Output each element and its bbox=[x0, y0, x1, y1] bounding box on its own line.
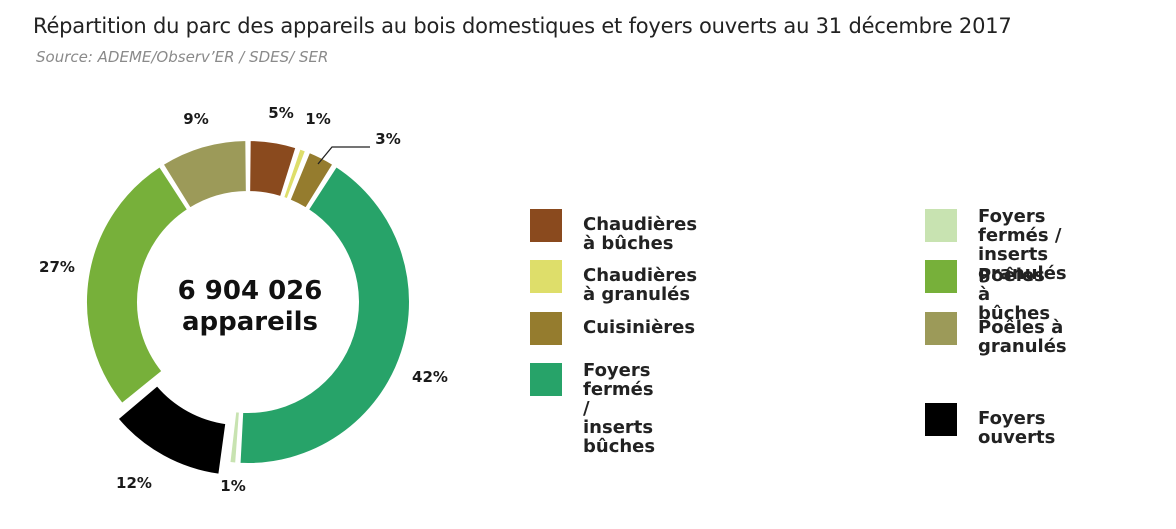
legend-swatch bbox=[530, 312, 562, 345]
legend-swatch bbox=[925, 312, 957, 345]
center-total-label: 6 904 026 appareils bbox=[138, 276, 362, 338]
slice-value-label: 9% bbox=[183, 110, 208, 128]
donut-chart: 5% 1% 3% 42% 1% 12% 27% 9% bbox=[39, 104, 448, 495]
legend-label: Cuisinières bbox=[583, 317, 696, 338]
legend-swatch bbox=[925, 403, 957, 436]
slice-value-label: 42% bbox=[412, 368, 448, 386]
donut-slice bbox=[248, 138, 298, 199]
legend-swatch bbox=[925, 209, 957, 242]
legend-label: Poêles à granulés bbox=[978, 317, 1067, 357]
slice-value-label: 5% bbox=[268, 104, 293, 122]
donut-slice bbox=[288, 150, 335, 210]
slice-value-label: 1% bbox=[220, 477, 245, 495]
donut-slice bbox=[228, 410, 242, 465]
legend-label: Foyers fermés / inserts granulés bbox=[978, 206, 1067, 284]
legend-label: Poêles à bûches bbox=[978, 265, 1051, 324]
donut-slice bbox=[161, 138, 248, 210]
slice-value-label: 1% bbox=[305, 110, 330, 128]
legend-label: Chaudières à bûches bbox=[583, 214, 698, 254]
legend-swatch bbox=[925, 260, 957, 293]
label-leader-line bbox=[317, 146, 370, 165]
donut-slice bbox=[238, 164, 411, 465]
slice-value-label: 3% bbox=[375, 130, 400, 148]
center-total-value: 6 904 026 bbox=[177, 276, 323, 306]
slice-value-label: 12% bbox=[116, 474, 152, 492]
legend-label: Foyers fermés / inserts bûches bbox=[583, 360, 656, 457]
legend-label: Foyers ouverts bbox=[978, 408, 1056, 448]
slice-value-label: 27% bbox=[39, 258, 75, 276]
legend-swatch bbox=[530, 363, 562, 396]
legend-swatch bbox=[530, 260, 562, 293]
chart-source: Source: ADEME/Observ’ER / SDES/ SER bbox=[36, 48, 329, 66]
donut-slice bbox=[281, 147, 308, 201]
donut-slice bbox=[85, 164, 190, 406]
legend-label: Chaudières à granulés bbox=[583, 265, 698, 305]
chart-title: Répartition du parc des appareils au boi… bbox=[33, 14, 1012, 38]
legend-swatch bbox=[530, 209, 562, 242]
donut-slice bbox=[116, 383, 228, 476]
center-total-unit: appareils bbox=[181, 307, 319, 337]
